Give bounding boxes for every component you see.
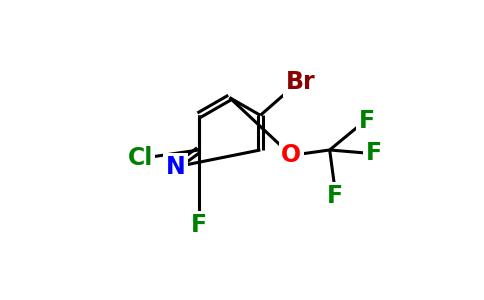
Text: O: O xyxy=(281,143,301,167)
Text: F: F xyxy=(191,213,207,237)
Text: N: N xyxy=(166,155,185,179)
Text: F: F xyxy=(359,110,375,134)
Text: Cl: Cl xyxy=(128,146,153,170)
Text: Br: Br xyxy=(286,70,315,94)
Text: F: F xyxy=(327,184,343,208)
Text: F: F xyxy=(365,141,381,165)
